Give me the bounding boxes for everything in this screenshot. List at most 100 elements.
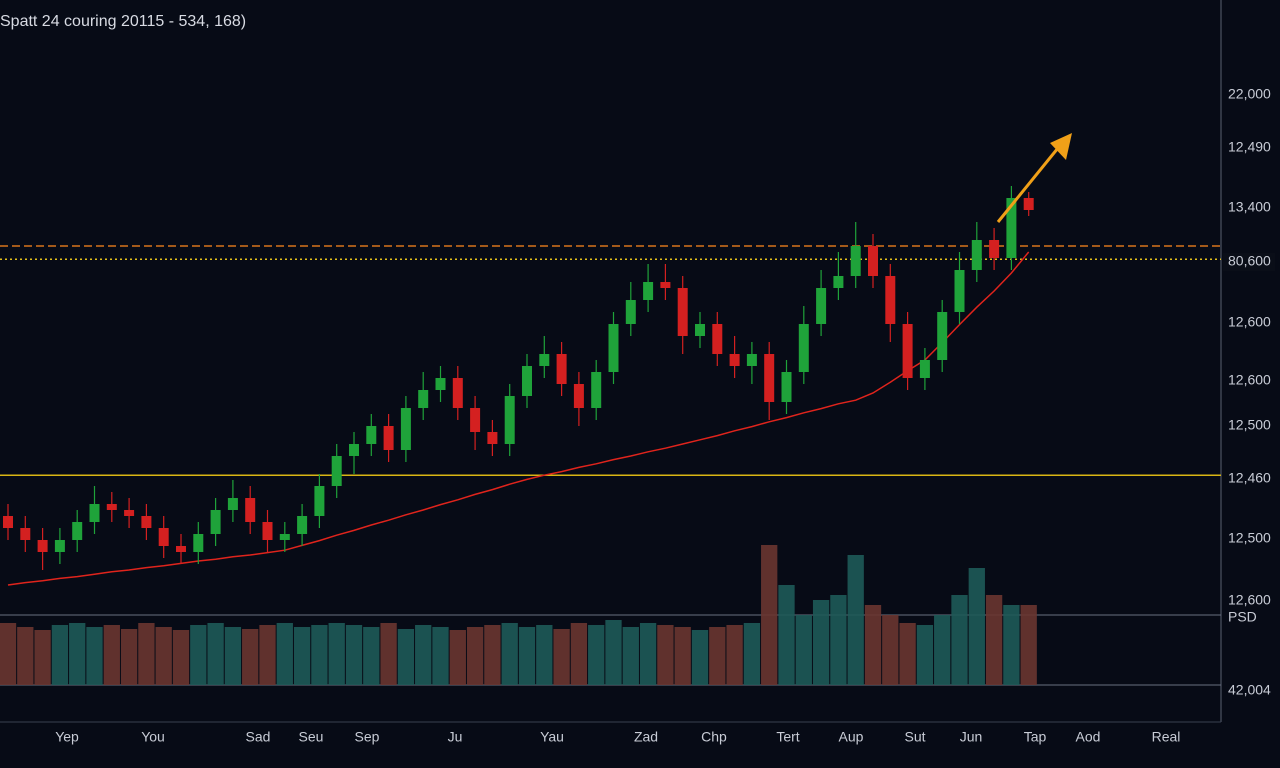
candle-body	[418, 390, 429, 408]
price-label: 42,004	[1228, 682, 1271, 698]
x-tick-label: Ju	[448, 729, 463, 745]
volume-bar	[293, 627, 311, 685]
volume-bar	[622, 627, 639, 685]
volume-bar	[224, 627, 242, 685]
x-tick-label: Sad	[246, 729, 271, 745]
volume-bar	[397, 629, 415, 685]
candle-body	[989, 240, 1000, 258]
volume-bar	[69, 623, 86, 685]
x-tick-label: Jun	[960, 729, 983, 745]
candle-body	[470, 408, 481, 432]
volume-bar	[934, 615, 951, 685]
candle-body	[868, 246, 878, 276]
volume-bar	[639, 623, 657, 685]
candle-body	[729, 354, 740, 366]
volume-bar	[0, 623, 17, 685]
candle-body	[850, 246, 861, 276]
volume-bar	[778, 585, 795, 685]
volume-bar	[588, 625, 605, 685]
volume-bar	[449, 630, 466, 685]
moving-average	[7, 251, 1030, 586]
candle-body	[141, 516, 152, 528]
x-tick-label: Tert	[776, 729, 799, 745]
volume-bar	[882, 615, 899, 685]
volume-bar	[795, 615, 812, 685]
candle-body	[383, 426, 394, 450]
volume-bar	[484, 625, 501, 685]
volume-bar	[207, 623, 224, 685]
candle-body	[158, 528, 169, 546]
volume-bar	[985, 595, 1003, 685]
candle-body	[435, 378, 446, 390]
candle-body	[556, 354, 567, 384]
candle-body	[37, 540, 48, 552]
price-label: 80,600	[1228, 253, 1271, 269]
price-label: 12,460	[1228, 470, 1271, 486]
volume-bar	[709, 627, 726, 685]
candle-body	[764, 354, 775, 402]
candle-body	[522, 366, 532, 396]
candle-body	[176, 546, 186, 552]
volume-bar	[899, 623, 916, 685]
volume-bar	[466, 627, 484, 685]
candle-body	[971, 240, 982, 270]
candle-body	[677, 288, 688, 336]
candle-body	[937, 312, 948, 360]
volume-bar	[518, 627, 536, 685]
x-tick-label: Yau	[540, 729, 564, 745]
volume-bar	[328, 623, 345, 685]
x-tick-label: Zad	[634, 729, 658, 745]
candle-body	[591, 372, 602, 408]
volume-bar	[847, 555, 864, 685]
candle-body	[746, 354, 757, 366]
price-label: 12,500	[1228, 530, 1271, 546]
x-tick-label: Sep	[355, 729, 380, 745]
candle-body	[781, 372, 792, 402]
volume-bar	[743, 623, 761, 685]
x-tick-label: Sut	[904, 729, 925, 745]
volume-bar	[761, 545, 778, 685]
candle-body	[366, 426, 377, 444]
chart-title: Spatt 24 couring 20115 - 534, 168)	[0, 13, 246, 30]
volume-bar	[242, 629, 259, 685]
price-label: 12,490	[1228, 139, 1271, 155]
volume-bar	[103, 625, 120, 685]
candle-body	[954, 270, 965, 312]
volume-bar	[726, 625, 743, 685]
x-tick-label: Yep	[55, 729, 79, 745]
candle-body	[712, 324, 723, 354]
volume-bar	[812, 600, 830, 685]
candle-body	[919, 360, 930, 378]
price-label: 12,600	[1228, 314, 1271, 330]
candle-body	[816, 288, 827, 324]
volume-bar	[415, 625, 432, 685]
x-tick-label: Tap	[1024, 729, 1047, 745]
volume-bar	[155, 627, 172, 685]
volume-bar	[553, 629, 570, 685]
candle-body	[54, 540, 65, 552]
plot-area	[0, 186, 1221, 685]
candle-body	[695, 324, 705, 336]
volume-bar	[190, 625, 207, 685]
candle-body	[20, 528, 31, 540]
volume-bar	[864, 605, 882, 685]
candle-body	[1006, 198, 1017, 258]
candle-body	[227, 498, 238, 510]
x-tick-label: Aup	[839, 729, 864, 745]
price-label: PSD	[1228, 609, 1257, 625]
candle-body	[504, 396, 515, 444]
candle-body	[349, 444, 359, 456]
volume-bar	[951, 595, 968, 685]
candle-body	[487, 432, 498, 444]
candle-body	[106, 504, 117, 510]
volume-bar	[1020, 605, 1037, 685]
candle-body	[331, 456, 342, 486]
price-label: 13,400	[1228, 199, 1271, 215]
volume-bar	[830, 595, 847, 685]
volume-bar	[172, 630, 190, 685]
candle-body	[245, 498, 256, 522]
candle-body	[3, 516, 13, 528]
volume-bar	[570, 623, 588, 685]
volume-bar	[17, 627, 34, 685]
